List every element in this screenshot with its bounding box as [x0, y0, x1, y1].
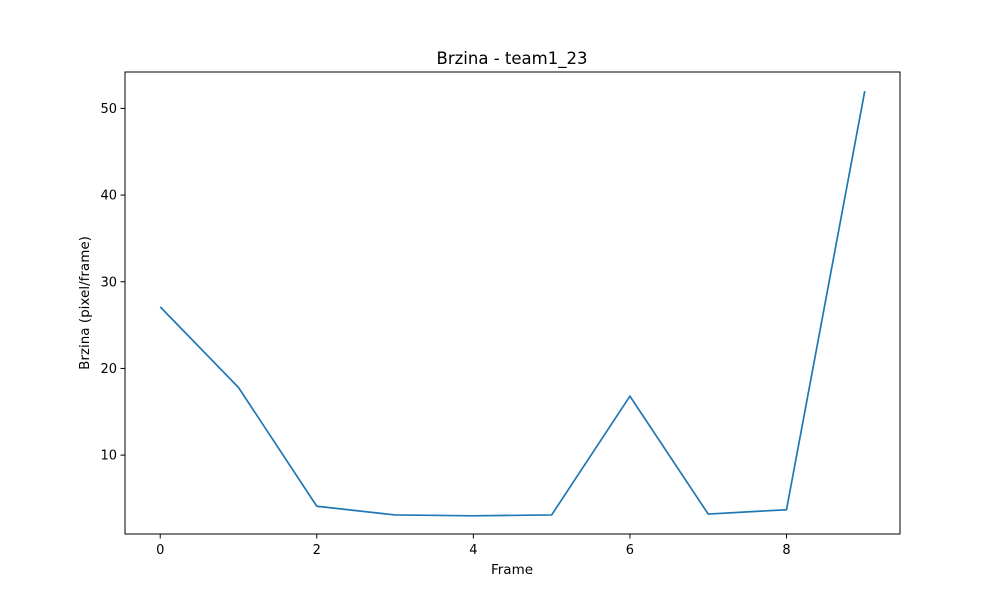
y-axis: 10 20 30 40 50 [100, 102, 125, 464]
x-tick-label: 0 [156, 543, 164, 558]
y-tick-label: 10 [100, 449, 117, 464]
x-tick-label: 4 [469, 543, 477, 558]
x-tick-label: 8 [782, 543, 790, 558]
x-axis-label: Frame [491, 562, 533, 578]
chart-title: Brzina - team1_23 [437, 49, 588, 69]
x-tick-label: 6 [626, 543, 634, 558]
y-axis-label: Brzina (pixel/frame) [77, 236, 93, 370]
plot-area [124, 71, 901, 535]
y-tick-label: 20 [100, 362, 117, 377]
x-tick-label: 2 [313, 543, 321, 558]
y-tick-label: 30 [100, 275, 117, 290]
series-layer [159, 90, 866, 517]
y-tick-label: 50 [100, 102, 117, 117]
series-line [159, 90, 866, 517]
plot-frame [124, 71, 901, 535]
x-axis: 0 2 4 6 8 [156, 534, 791, 558]
y-tick-label: 40 [100, 189, 117, 204]
